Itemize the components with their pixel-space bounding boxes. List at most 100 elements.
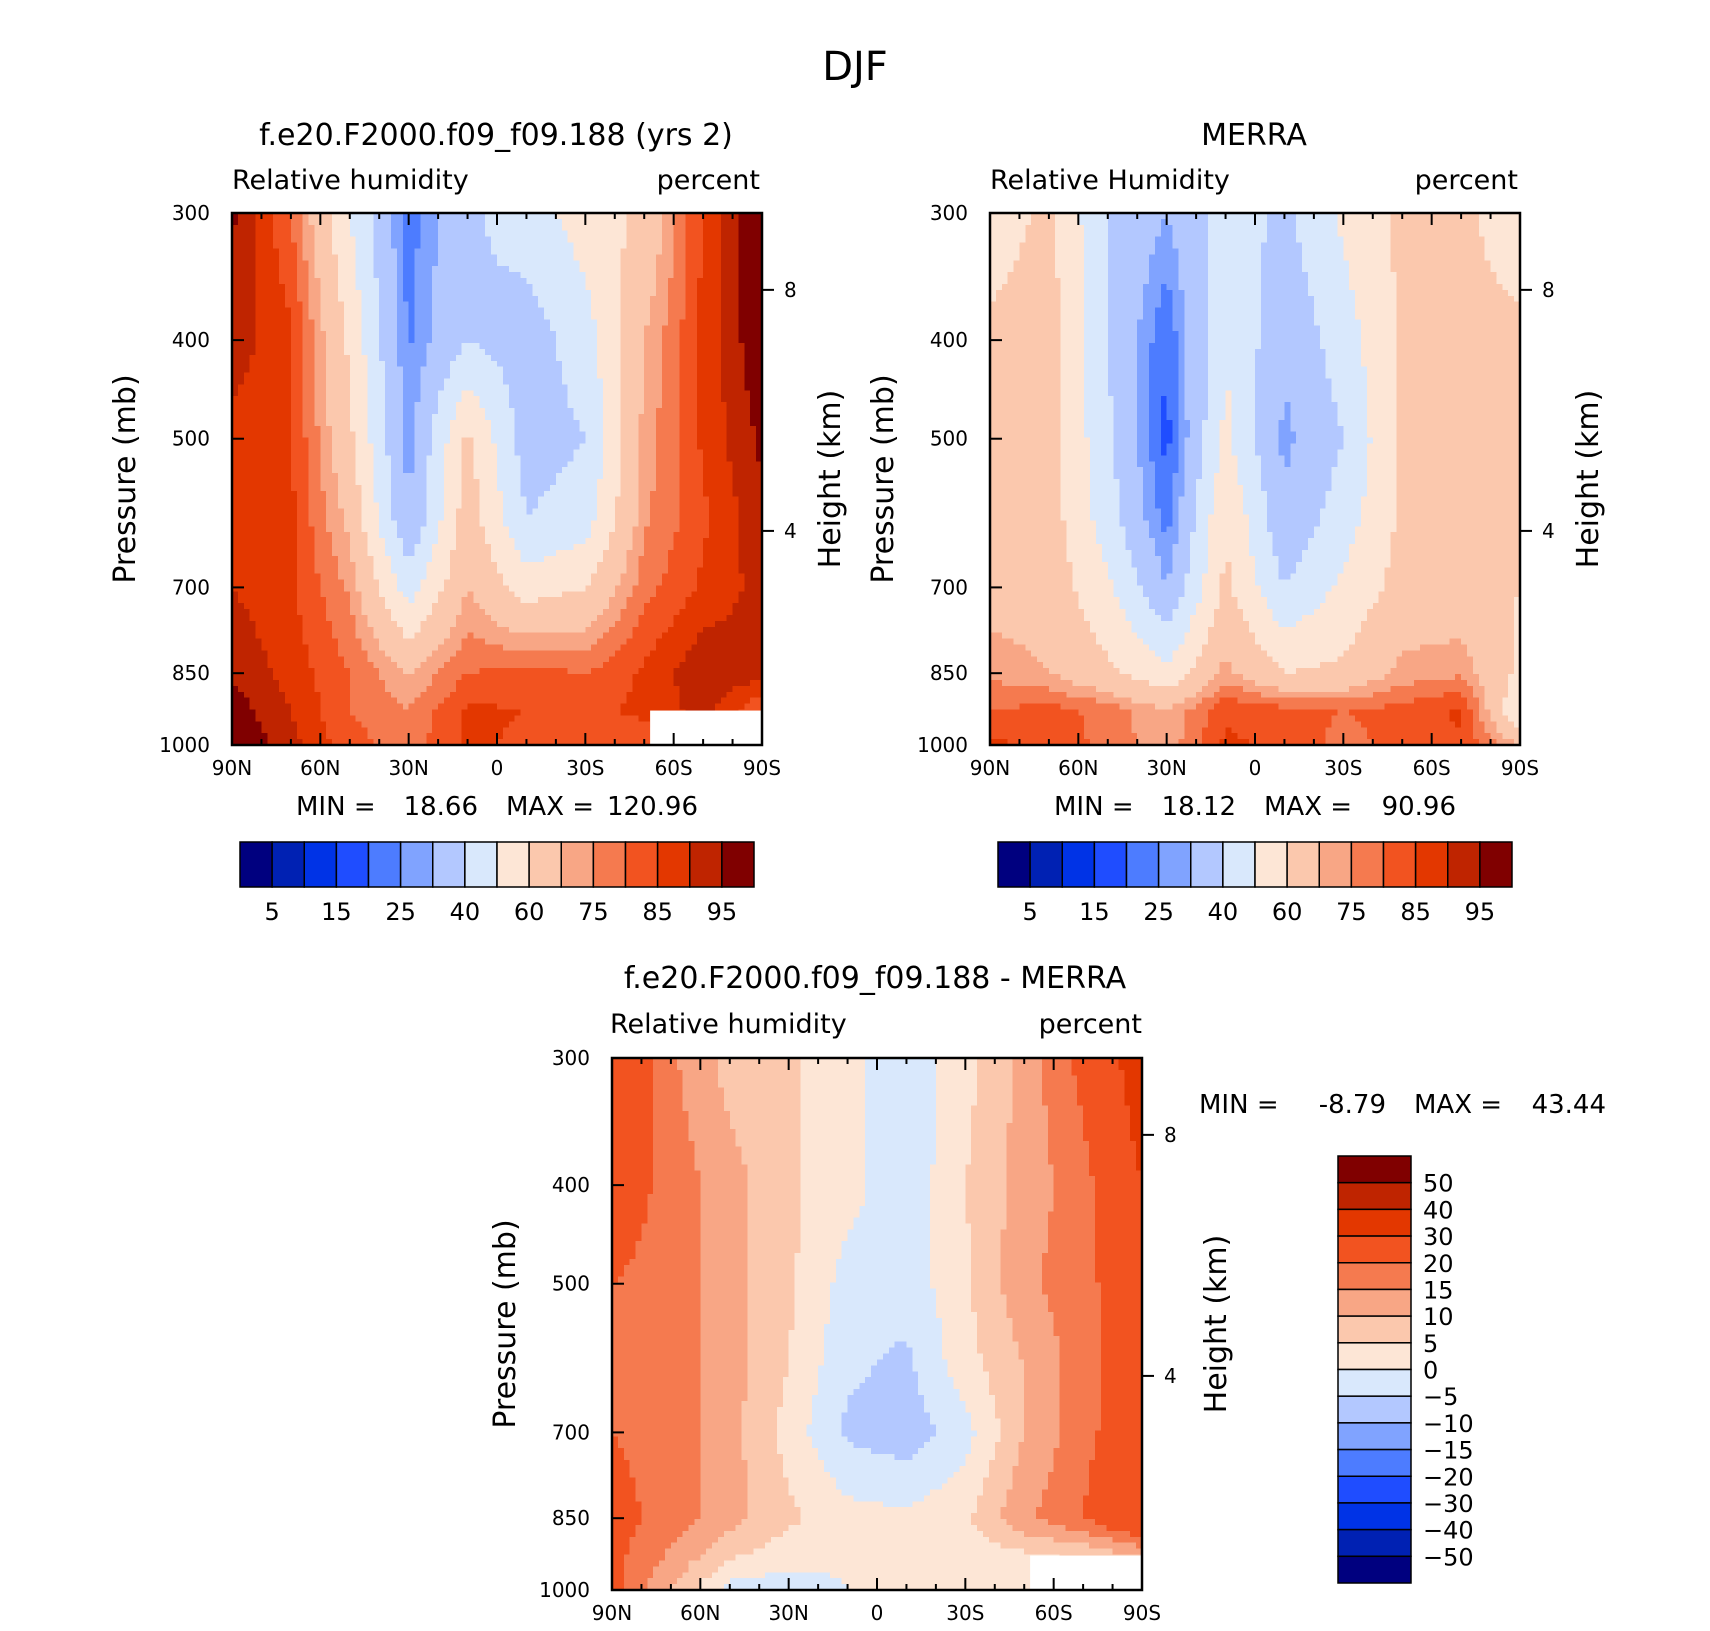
colorbar-swatch (271, 841, 305, 888)
colorbar-swatch (997, 841, 1031, 888)
x-tick-label: 90S (1501, 756, 1539, 780)
y-tick-label: 850 (552, 1506, 590, 1530)
colorbar-swatch (1414, 841, 1449, 888)
colorbar-swatch (1337, 1475, 1412, 1504)
x-tick-label: 90S (743, 756, 781, 780)
colorbar-label: 15 (1079, 898, 1110, 926)
colorbar-swatch (721, 841, 755, 888)
panel-left-string: Relative humidity (232, 165, 469, 196)
colorbar-label: 5 (1022, 898, 1037, 926)
y2-tick-label: 4 (1542, 519, 1555, 543)
colorbar-label: 75 (1336, 898, 1367, 926)
colorbar-label: −5 (1423, 1383, 1458, 1411)
colorbar-swatch (1337, 1395, 1412, 1424)
x-tick-label: 30N (1146, 756, 1186, 780)
y-axis-title: Pressure (mb) (488, 1219, 523, 1428)
colorbar-swatch (399, 841, 434, 888)
colorbar-swatch (1382, 841, 1417, 888)
contour-plot: 90N 60N 30N 0 30S 60S 90S 300 400 500 700 850 1000 8 4 (159, 201, 797, 780)
y-tick-label: 850 (172, 661, 210, 685)
x-tick-label: 60N (1058, 756, 1098, 780)
colorbar-label: 15 (321, 898, 352, 926)
contour-fill (990, 213, 1521, 746)
colorbar-label: 30 (1423, 1223, 1454, 1251)
colorbar-label: 85 (642, 898, 673, 926)
colorbar-label: 40 (1423, 1196, 1454, 1224)
colorbar-label: 75 (578, 898, 609, 926)
colorbar: 5 15 25 40 60 75 85 95 (997, 841, 1513, 926)
y-tick-label: 400 (552, 1173, 590, 1197)
y2-tick-label: 4 (1164, 1364, 1177, 1388)
colorbar-label: 40 (1208, 898, 1239, 926)
y-axis-title: Pressure (mb) (866, 374, 901, 583)
colorbar-swatch (624, 841, 659, 888)
y2-axis-title: Height (km) (1571, 390, 1606, 569)
colorbar-swatch (1337, 1288, 1412, 1317)
colorbar-swatch (592, 841, 627, 888)
colorbar-swatch (1318, 841, 1353, 888)
colorbar-swatch (1254, 841, 1288, 888)
colorbar-swatch (1125, 841, 1160, 888)
min-value: 18.12 (1162, 792, 1236, 822)
x-tick-label: 30S (1324, 756, 1362, 780)
colorbar-label: 20 (1423, 1250, 1454, 1278)
min-value: 18.66 (404, 792, 478, 822)
colorbar-label: 25 (385, 898, 416, 926)
y2-tick-label: 8 (1164, 1123, 1177, 1147)
x-tick-label: 30S (946, 1601, 984, 1625)
colorbar-swatch (464, 841, 498, 888)
min-label: MIN = (1054, 792, 1134, 822)
colorbar-label: 5 (264, 898, 279, 926)
colorbar-swatch (1479, 841, 1513, 888)
figure-title: DJF (822, 44, 888, 90)
y-tick-label: 400 (172, 328, 210, 352)
colorbar-swatch (1286, 841, 1320, 888)
y-tick-label: 1000 (159, 733, 210, 757)
colorbar-swatch (1061, 841, 1096, 888)
colorbar-swatch (496, 841, 530, 888)
colorbar-swatch (1337, 1262, 1412, 1291)
x-tick-label: 30N (768, 1601, 808, 1625)
colorbar-label: 5 (1423, 1330, 1438, 1358)
colorbar-swatch (1337, 1235, 1412, 1264)
y-tick-label: 1000 (539, 1578, 590, 1602)
contour-plot: 90N 60N 30N 0 30S 60S 90S 300 400 500 700 850 1000 8 4 (539, 1046, 1177, 1625)
colorbar-swatch (1337, 1342, 1412, 1371)
panel-right-string: percent (1039, 1009, 1142, 1040)
y-tick-label: 500 (552, 1272, 590, 1296)
panel-model: f.e20.F2000.f09_f09.188 (yrs 2) Relative… (108, 118, 848, 926)
x-tick-label: 90N (970, 756, 1010, 780)
y-tick-label: 850 (930, 661, 968, 685)
min-value: -8.79 (1319, 1090, 1386, 1120)
panel-difference: f.e20.F2000.f09_f09.188 - MERRA Relative… (488, 961, 1606, 1625)
x-tick-label: 30S (566, 756, 604, 780)
y-tick-label: 400 (930, 328, 968, 352)
y-tick-label: 500 (930, 427, 968, 451)
y2-tick-label: 4 (784, 519, 797, 543)
max-label: MAX = (1414, 1090, 1502, 1120)
colorbar-swatch (1093, 841, 1128, 888)
x-tick-label: 60S (1035, 1601, 1073, 1625)
colorbar-swatch (1337, 1528, 1412, 1558)
min-label: MIN = (296, 792, 376, 822)
colorbar-label: 25 (1143, 898, 1174, 926)
colorbar-swatch (432, 841, 466, 888)
x-tick-label: 30N (388, 756, 428, 780)
contour-fill (612, 1058, 1143, 1591)
colorbar: 5 15 25 40 60 75 85 95 (239, 841, 755, 926)
colorbar-swatch (1350, 841, 1385, 888)
x-tick-label: 0 (491, 756, 504, 780)
colorbar-swatch (1447, 841, 1481, 888)
y-tick-label: 700 (552, 1420, 590, 1444)
y-tick-label: 300 (552, 1046, 590, 1070)
y2-axis-title: Height (km) (813, 390, 848, 569)
colorbar-swatch (1222, 841, 1256, 888)
missing-data-region (650, 710, 762, 745)
colorbar-label: −15 (1423, 1437, 1474, 1465)
panel-merra: MERRA Relative Humidity percent 90N 60N 30… (866, 118, 1606, 926)
y-tick-label: 700 (930, 575, 968, 599)
x-tick-label: 60S (655, 756, 693, 780)
y-tick-label: 500 (172, 427, 210, 451)
